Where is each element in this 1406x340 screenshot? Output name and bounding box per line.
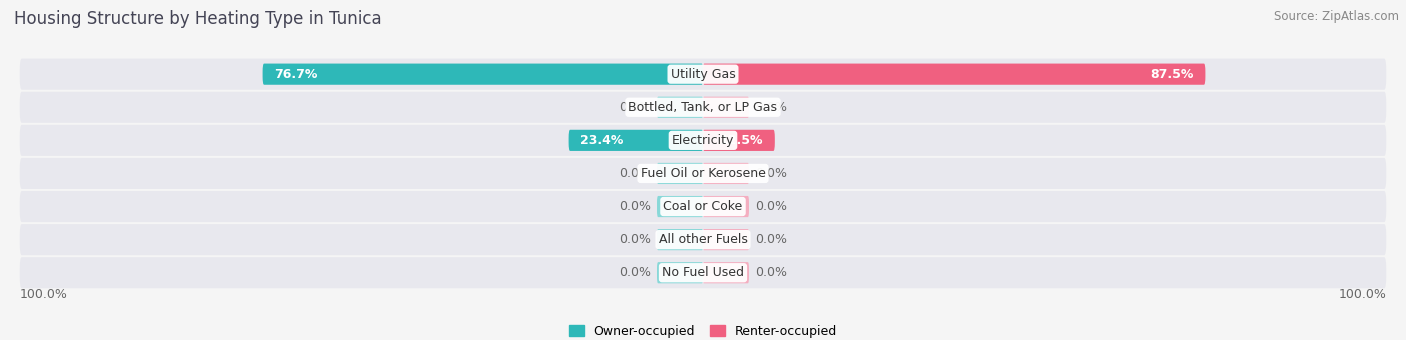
- Text: 87.5%: 87.5%: [1150, 68, 1194, 81]
- Text: 0.0%: 0.0%: [619, 233, 651, 246]
- Text: 0.0%: 0.0%: [755, 200, 787, 213]
- FancyBboxPatch shape: [703, 262, 749, 283]
- Text: 0.0%: 0.0%: [619, 167, 651, 180]
- FancyBboxPatch shape: [20, 125, 1386, 156]
- FancyBboxPatch shape: [20, 92, 1386, 123]
- FancyBboxPatch shape: [703, 97, 749, 118]
- FancyBboxPatch shape: [657, 262, 703, 283]
- Text: 0.0%: 0.0%: [619, 200, 651, 213]
- Text: All other Fuels: All other Fuels: [658, 233, 748, 246]
- Text: Coal or Coke: Coal or Coke: [664, 200, 742, 213]
- Text: Housing Structure by Heating Type in Tunica: Housing Structure by Heating Type in Tun…: [14, 10, 381, 28]
- Text: No Fuel Used: No Fuel Used: [662, 266, 744, 279]
- Text: 12.5%: 12.5%: [720, 134, 763, 147]
- FancyBboxPatch shape: [657, 163, 703, 184]
- FancyBboxPatch shape: [20, 224, 1386, 255]
- FancyBboxPatch shape: [568, 130, 703, 151]
- FancyBboxPatch shape: [703, 196, 749, 217]
- Text: 0.0%: 0.0%: [755, 101, 787, 114]
- FancyBboxPatch shape: [20, 58, 1386, 90]
- Text: Utility Gas: Utility Gas: [671, 68, 735, 81]
- FancyBboxPatch shape: [20, 191, 1386, 222]
- FancyBboxPatch shape: [703, 229, 749, 250]
- Text: Electricity: Electricity: [672, 134, 734, 147]
- FancyBboxPatch shape: [657, 229, 703, 250]
- FancyBboxPatch shape: [657, 196, 703, 217]
- Text: 0.0%: 0.0%: [755, 167, 787, 180]
- FancyBboxPatch shape: [703, 64, 1205, 85]
- Text: 0.0%: 0.0%: [755, 233, 787, 246]
- FancyBboxPatch shape: [20, 257, 1386, 288]
- Text: 0.0%: 0.0%: [755, 266, 787, 279]
- FancyBboxPatch shape: [703, 163, 749, 184]
- Text: 0.0%: 0.0%: [619, 266, 651, 279]
- Legend: Owner-occupied, Renter-occupied: Owner-occupied, Renter-occupied: [568, 325, 838, 338]
- Text: Source: ZipAtlas.com: Source: ZipAtlas.com: [1274, 10, 1399, 23]
- Text: 100.0%: 100.0%: [1339, 288, 1386, 301]
- FancyBboxPatch shape: [20, 158, 1386, 189]
- FancyBboxPatch shape: [703, 130, 775, 151]
- FancyBboxPatch shape: [657, 97, 703, 118]
- Text: 23.4%: 23.4%: [581, 134, 623, 147]
- Text: 100.0%: 100.0%: [20, 288, 67, 301]
- Text: Bottled, Tank, or LP Gas: Bottled, Tank, or LP Gas: [628, 101, 778, 114]
- Text: 76.7%: 76.7%: [274, 68, 318, 81]
- FancyBboxPatch shape: [263, 64, 703, 85]
- Text: Fuel Oil or Kerosene: Fuel Oil or Kerosene: [641, 167, 765, 180]
- Text: 0.0%: 0.0%: [619, 101, 651, 114]
